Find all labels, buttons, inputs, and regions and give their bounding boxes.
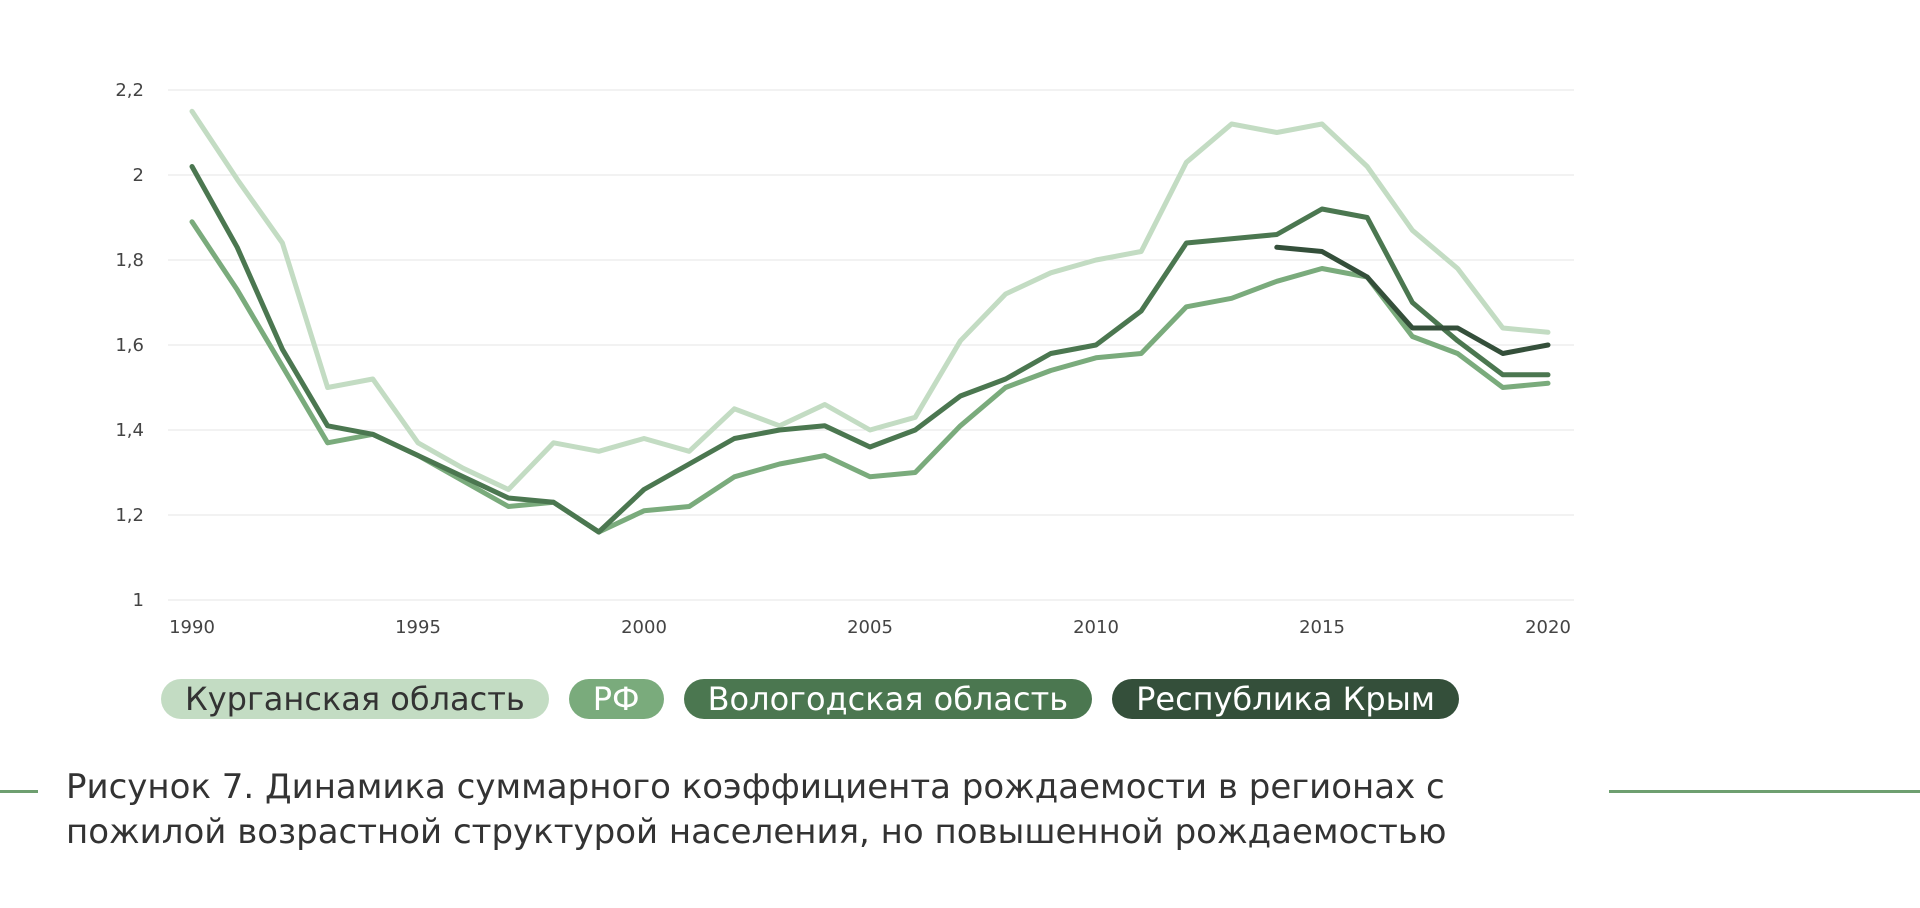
series-line-2 (189, 164, 1551, 535)
x-tick-label: 1990 (169, 617, 215, 638)
y-tick-label: 1,8 (115, 250, 144, 271)
x-axis-ticks: 1990 1995 2000 2005 2010 2015 2020 (169, 617, 1571, 638)
x-tick-label: 2020 (1525, 617, 1571, 638)
y-axis-ticks: 1 1,2 1,4 1,6 1,8 2 2,2 (115, 80, 144, 611)
caption-divider-left (0, 790, 38, 793)
y-tick-label: 1,6 (115, 335, 144, 356)
series-line-0 (189, 108, 1551, 492)
x-tick-label: 2015 (1299, 617, 1345, 638)
legend-item-vologda: Вологодская область (683, 679, 1093, 719)
x-tick-label: 2000 (621, 617, 667, 638)
y-tick-label: 1 (133, 590, 144, 611)
y-tick-label: 2,2 (115, 80, 144, 101)
x-tick-label: 2010 (1073, 617, 1119, 638)
line-chart: 1 1,2 1,4 1,6 1,8 2 2,2 1990 1995 2000 2005 2010 20… (115, 80, 1574, 638)
y-tick-label: 1,2 (115, 505, 144, 526)
legend-item-kurgan: Курганская область (161, 679, 549, 719)
legend-item-crimea: Республика Крым (1112, 679, 1460, 719)
y-tick-label: 1,4 (115, 420, 144, 441)
y-tick-label: 2 (133, 165, 144, 186)
series-lines (189, 108, 1551, 535)
x-tick-label: 2005 (847, 617, 893, 638)
figure-caption: Рисунок 7. Динамика суммарного коэффицие… (66, 767, 1447, 852)
caption-divider-right (1609, 790, 1920, 793)
series-line-3 (1274, 244, 1551, 356)
series-line-1 (189, 219, 1551, 535)
x-tick-label: 1995 (395, 617, 441, 638)
legend-item-rf: РФ (568, 679, 664, 719)
figure-caption-block: Рисунок 7. Динамика суммарного коэффицие… (0, 765, 1920, 865)
gridlines (168, 89, 1574, 601)
legend: Курганская область РФ Вологодская област… (161, 679, 1460, 719)
